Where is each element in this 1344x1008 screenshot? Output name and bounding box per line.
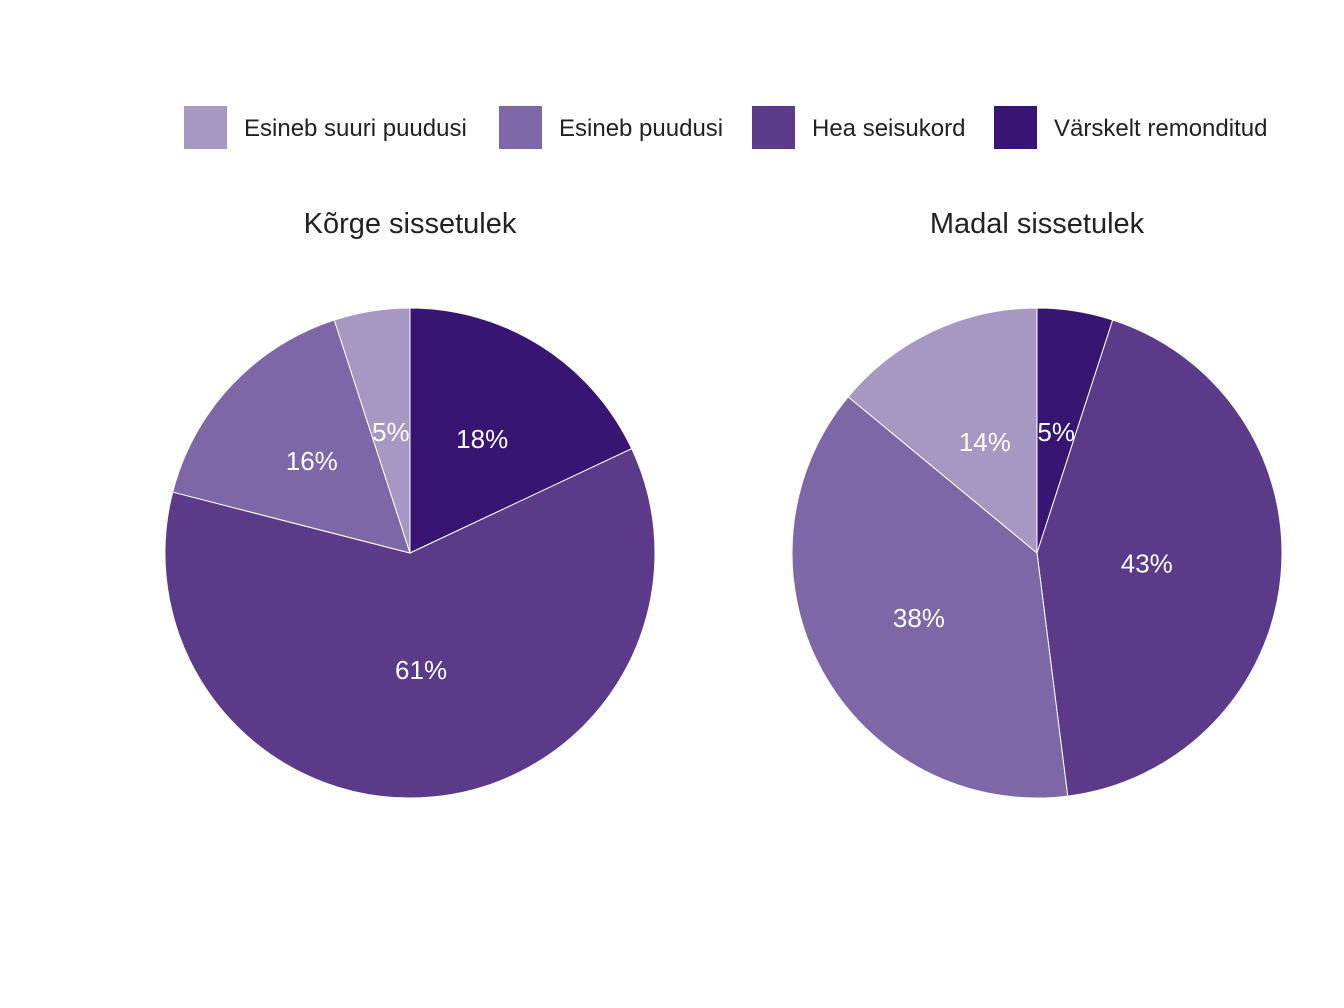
pie-chart-madal-sissetulek: Madal sissetulek 5% 43% 38% 14% — [791, 208, 1283, 799]
slice-label: 38% — [893, 603, 945, 633]
legend-entry: Hea seisukord — [752, 106, 965, 149]
slice-label: 18% — [456, 424, 508, 454]
pie-slice — [333, 307, 411, 554]
pie-slice — [847, 307, 1038, 555]
legend-label: Hea seisukord — [812, 115, 965, 142]
pie-slice — [409, 307, 633, 554]
legend-swatch — [994, 106, 1037, 149]
pie-slice — [172, 319, 411, 554]
slice-label: 43% — [1121, 548, 1173, 578]
legend-label: Värskelt remonditud — [1054, 115, 1267, 142]
slice-label: 16% — [286, 446, 338, 476]
slice-label: 61% — [395, 655, 447, 685]
pie-chart-korge-sissetulek: Kõrge sissetulek 18% 61% 16% 5% — [164, 208, 656, 799]
pie-slice — [791, 396, 1069, 799]
legend-swatch — [752, 106, 795, 149]
legend-swatch — [499, 106, 542, 149]
legend-entry: Esineb suuri puudusi — [184, 106, 467, 149]
pie-slice — [1036, 319, 1283, 797]
slice-label: 14% — [959, 427, 1011, 457]
legend: Esineb suuri puudusi Esineb puudusi Hea se… — [184, 106, 1267, 149]
slice-label: 5% — [372, 417, 410, 447]
legend-label: Esineb puudusi — [559, 115, 723, 142]
legend-entry: Värskelt remonditud — [994, 106, 1267, 149]
legend-label: Esineb suuri puudusi — [244, 115, 467, 142]
chart-title: Kõrge sissetulek — [304, 208, 517, 240]
slice-label: 5% — [1037, 417, 1075, 447]
legend-swatch — [184, 106, 227, 149]
legend-entry: Esineb puudusi — [499, 106, 723, 149]
pie-slice — [164, 448, 656, 799]
chart-title: Madal sissetulek — [930, 208, 1145, 240]
